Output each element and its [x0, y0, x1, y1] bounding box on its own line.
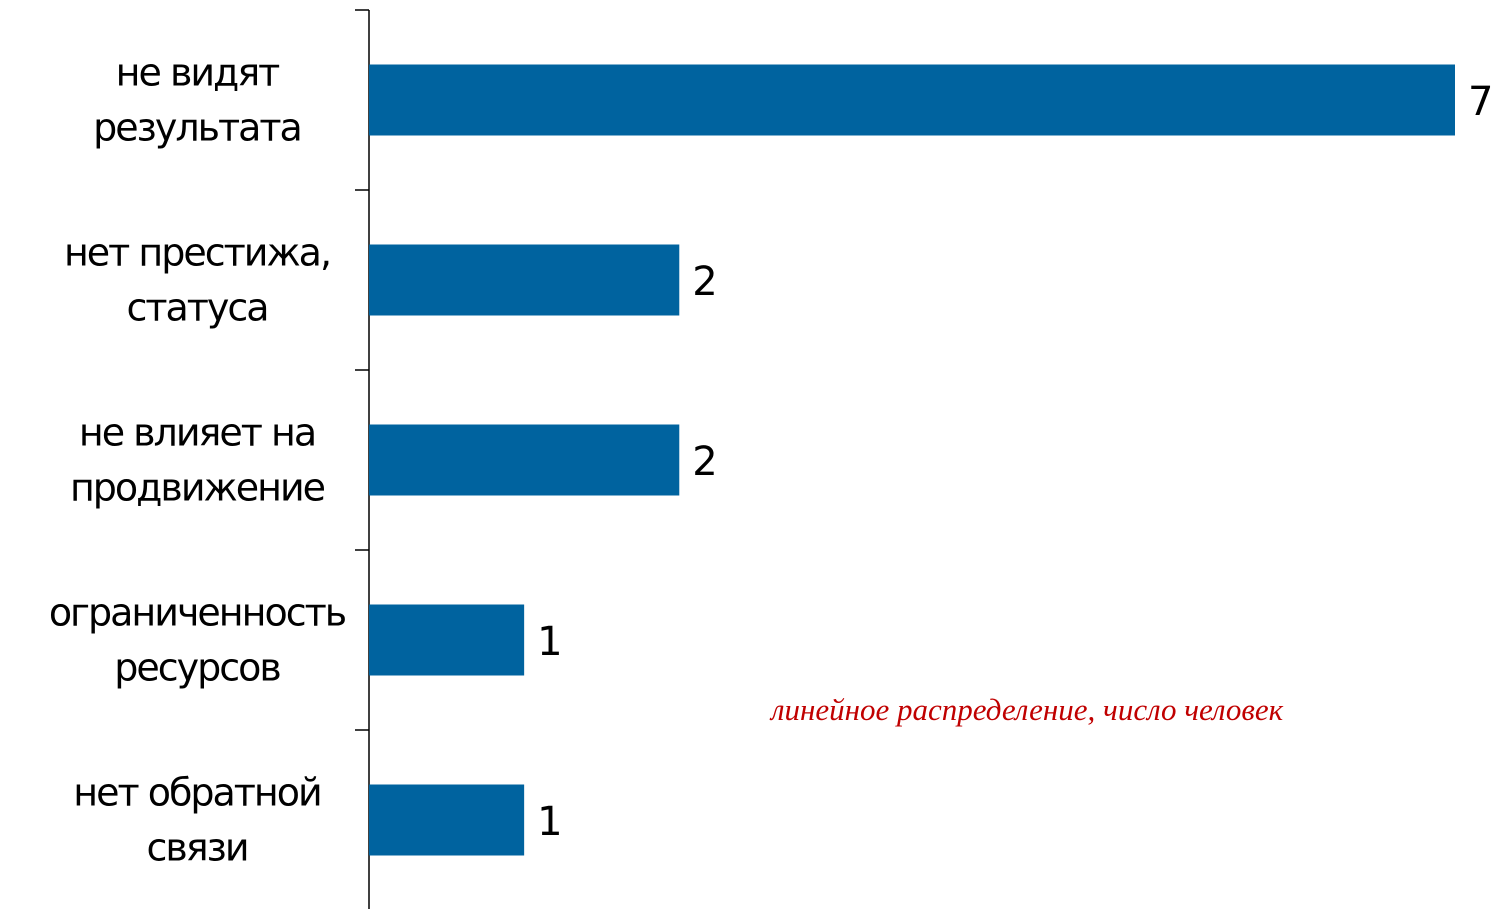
tick-label: продвижение: [70, 466, 325, 510]
data-label: 7: [1468, 79, 1493, 125]
tick-label: статуса: [126, 286, 267, 330]
data-label: 1: [537, 799, 562, 845]
tick-label: не влияет на: [79, 411, 315, 455]
data-labels: 7 2 2 1 1: [537, 79, 1493, 845]
category-labels: не видят результата нет престижа, статуса не…: [49, 51, 348, 870]
bar: [369, 604, 525, 676]
bars-layer: [369, 64, 1455, 856]
tick-label: нет престижа,: [64, 231, 330, 275]
bar: [369, 64, 1455, 136]
chart-annotation: линейное распределение, число человек: [771, 692, 1284, 727]
data-label: 2: [692, 439, 717, 485]
bar: [369, 424, 680, 496]
tick-label: связи: [146, 826, 247, 870]
tick-label: нет обратной: [73, 771, 320, 815]
tick-label: ограниченность: [49, 591, 346, 635]
tick-label: не видят: [116, 51, 281, 95]
data-label: 2: [692, 259, 717, 305]
tick-label: ресурсов: [114, 646, 280, 690]
bar: [369, 244, 680, 316]
bar: [369, 784, 525, 856]
data-label: 1: [537, 619, 562, 665]
axis-layer: [355, 9, 370, 909]
tick-label: результата: [93, 106, 301, 150]
